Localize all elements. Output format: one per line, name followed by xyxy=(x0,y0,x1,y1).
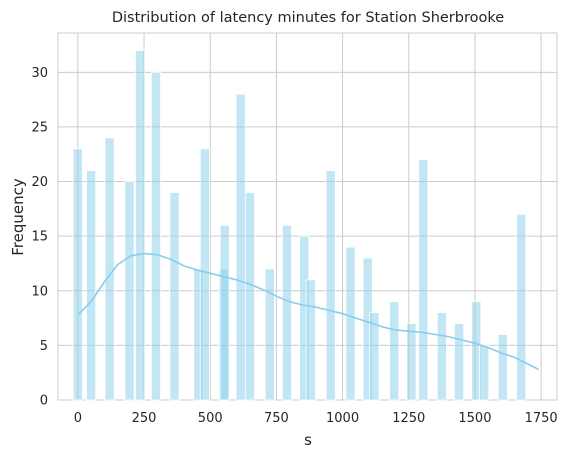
x-tick-label: 750 xyxy=(264,411,289,426)
histogram-bar xyxy=(72,148,83,401)
histogram-bar xyxy=(418,159,429,401)
histogram-bar xyxy=(235,93,246,401)
y-tick-label: 15 xyxy=(31,230,48,245)
histogram-bar xyxy=(281,224,293,401)
histogram-bar xyxy=(479,344,490,401)
histogram-bar xyxy=(104,137,115,401)
histogram-bar xyxy=(389,301,400,401)
y-tick-label: 25 xyxy=(31,120,48,135)
y-tick-label: 10 xyxy=(31,284,48,299)
histogram-bar xyxy=(135,50,146,401)
histogram-bar xyxy=(244,192,255,401)
histogram-bar xyxy=(264,268,275,401)
histogram-bar xyxy=(86,170,97,401)
y-tick-label: 5 xyxy=(40,339,48,354)
x-tick-label: 250 xyxy=(132,411,157,426)
x-axis-ticks: 0 250 500 750 1000 1250 1500 1750 xyxy=(74,411,558,426)
histogram-bar xyxy=(219,224,230,401)
histogram-bar xyxy=(497,334,508,401)
histogram-bar xyxy=(150,71,161,401)
histogram-bar xyxy=(169,192,180,401)
histogram-bar xyxy=(124,181,135,401)
y-axis-ticks: 0 5 10 15 20 25 30 xyxy=(31,66,48,409)
y-axis-label: Frequency xyxy=(9,178,27,256)
histogram-bar xyxy=(406,323,417,401)
y-tick-label: 0 xyxy=(40,394,48,409)
kde-line xyxy=(77,252,539,371)
x-tick-label: 1250 xyxy=(392,411,425,426)
x-tick-label: 0 xyxy=(74,411,82,426)
histogram-bar xyxy=(369,312,380,401)
histogram-bar xyxy=(325,170,336,401)
kde-curve xyxy=(77,252,539,371)
histogram-bar xyxy=(454,323,465,401)
y-tick-label: 20 xyxy=(31,175,48,190)
histogram-bar xyxy=(345,246,356,401)
x-tick-label: 500 xyxy=(198,411,223,426)
x-tick-label: 1000 xyxy=(326,411,359,426)
histogram-bar xyxy=(305,279,316,401)
histogram-bar xyxy=(516,213,527,401)
y-tick-label: 30 xyxy=(31,66,48,81)
x-axis-label: s xyxy=(304,431,312,449)
chart-title: Distribution of latency minutes for Stat… xyxy=(112,10,504,26)
x-tick-label: 1750 xyxy=(525,411,558,426)
histogram-bar xyxy=(199,148,210,401)
x-tick-label: 1500 xyxy=(458,411,491,426)
histogram-bar xyxy=(436,312,447,401)
histogram-bars xyxy=(72,50,527,401)
